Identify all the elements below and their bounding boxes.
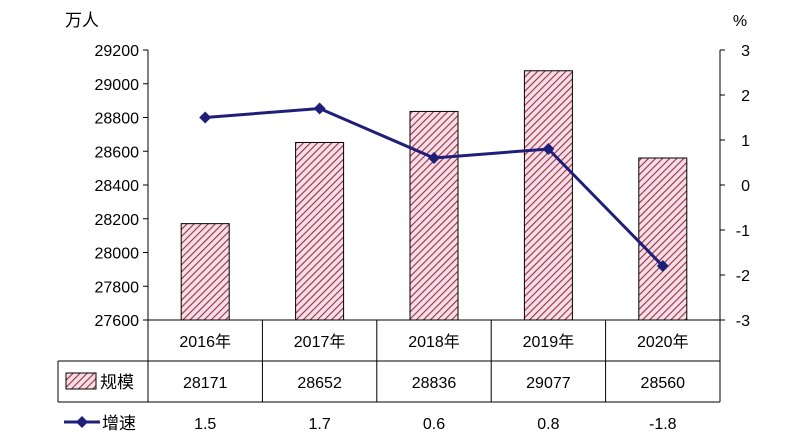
right-axis: -3 -2 -1 0 1 2 3 xyxy=(719,43,750,330)
left-axis-unit: 万人 xyxy=(65,11,99,30)
category-label: 2017年 xyxy=(294,333,346,351)
right-tick-label: 1 xyxy=(741,133,750,150)
right-tick-label: -3 xyxy=(736,313,750,330)
bar xyxy=(295,141,345,321)
bar xyxy=(180,223,230,321)
left-tick-label: 28000 xyxy=(95,246,140,263)
left-tick-label: 27600 xyxy=(95,313,140,330)
category-label: 2018年 xyxy=(408,333,460,351)
left-axis: 27600 27800 28000 28200 28400 28600 28800 29000… xyxy=(95,43,149,330)
line-series xyxy=(199,102,669,272)
left-tick-label: 29200 xyxy=(95,43,140,60)
bar-value-label: 28836 xyxy=(412,375,457,392)
legend-bar-swatch xyxy=(65,372,97,390)
category-label: 2019年 xyxy=(523,333,575,351)
bar-value-label: 29077 xyxy=(526,375,571,392)
line-point xyxy=(542,143,555,155)
right-tick-label: -1 xyxy=(736,223,750,240)
line-value-label: -1.8 xyxy=(649,416,677,433)
line-point xyxy=(313,102,326,115)
right-axis-unit: % xyxy=(733,13,747,30)
line-value-label: 1.7 xyxy=(308,416,330,433)
bar-series xyxy=(180,70,688,321)
legend-line-label: 增速 xyxy=(102,414,136,433)
line-value-label: 0.8 xyxy=(537,416,559,433)
line-point xyxy=(199,111,212,124)
bar-value-label: 28560 xyxy=(641,375,686,392)
line-point xyxy=(656,260,669,272)
bar xyxy=(523,70,573,321)
line-value-label: 1.5 xyxy=(194,416,216,433)
left-tick-label: 28400 xyxy=(95,178,140,195)
bar xyxy=(638,157,688,321)
line-value-label: 0.6 xyxy=(423,416,445,433)
bar-value-label: 28171 xyxy=(183,375,228,392)
legend-line-marker xyxy=(76,416,88,428)
left-tick-label: 28600 xyxy=(95,144,140,161)
left-tick-label: 28200 xyxy=(95,212,140,229)
category-label: 2020年 xyxy=(637,333,689,351)
bar-value-label: 28652 xyxy=(297,375,342,392)
left-tick-label: 27800 xyxy=(95,279,140,296)
legend-bar-label: 规模 xyxy=(100,373,134,392)
right-tick-label: 0 xyxy=(741,178,750,195)
right-tick-label: -2 xyxy=(736,268,750,285)
category-label: 2016年 xyxy=(179,333,231,351)
right-tick-label: 3 xyxy=(741,43,750,60)
right-tick-label: 2 xyxy=(741,88,750,105)
bar xyxy=(409,110,459,321)
left-tick-label: 28800 xyxy=(95,111,140,128)
line-point xyxy=(428,152,440,164)
left-tick-label: 29000 xyxy=(95,77,140,94)
